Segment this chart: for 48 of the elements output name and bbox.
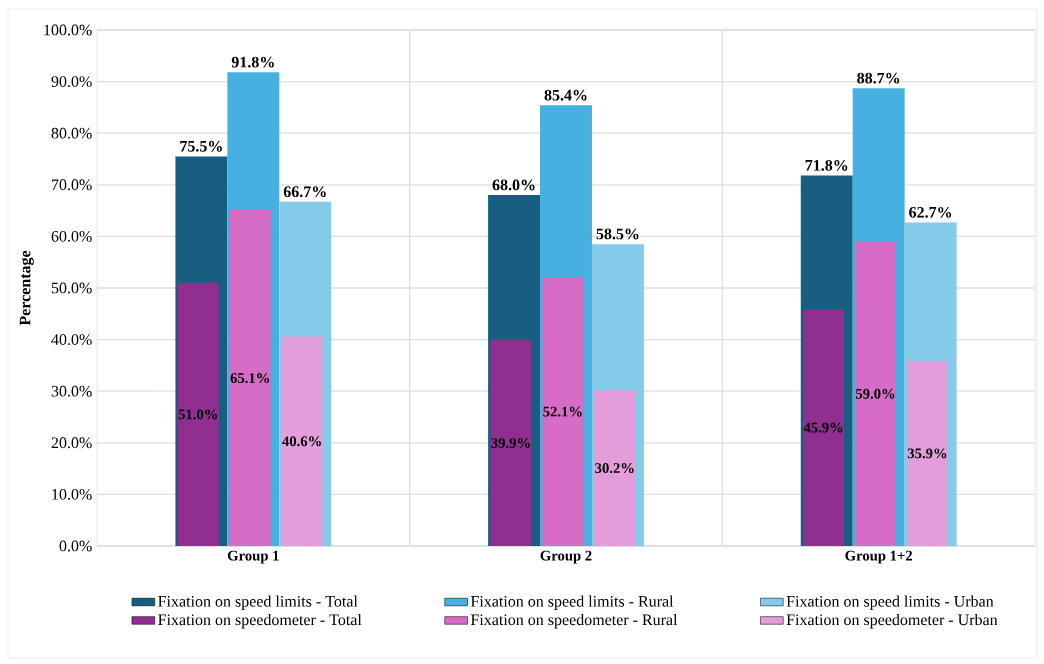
data-label: 65.1% bbox=[230, 373, 269, 384]
data-label: 91.8% bbox=[231, 56, 274, 68]
data-label: 68.0% bbox=[492, 179, 535, 191]
bar bbox=[177, 282, 219, 546]
bar bbox=[803, 309, 845, 546]
bar bbox=[594, 390, 636, 546]
legend-label: Fixation on speed limits - Rural bbox=[470, 595, 674, 610]
bar bbox=[907, 360, 948, 546]
data-label: 66.7% bbox=[283, 186, 326, 198]
data-label: 45.9% bbox=[803, 422, 843, 433]
data-label: 30.2% bbox=[595, 463, 634, 474]
y-tick-label: 90.0% bbox=[51, 76, 92, 88]
y-tick-label: 10.0% bbox=[52, 488, 92, 500]
data-label: 40.6% bbox=[282, 436, 321, 447]
data-label: 88.7% bbox=[857, 72, 900, 84]
bar bbox=[855, 241, 897, 546]
legend-label: Fixation on speedometer - Total bbox=[158, 613, 362, 629]
x-tick-label: Group 1+2 bbox=[845, 550, 913, 564]
data-label: 39.9% bbox=[491, 438, 530, 449]
data-label: 51.0% bbox=[178, 409, 218, 420]
y-tick-label: 20.0% bbox=[51, 437, 92, 449]
data-label: 85.4% bbox=[544, 89, 587, 101]
y-tick-label: 0.0% bbox=[59, 540, 92, 552]
y-tick-label: 80.0% bbox=[51, 127, 92, 139]
y-tick-label: 30.0% bbox=[51, 385, 92, 397]
y-tick-label: 100.0% bbox=[44, 24, 92, 36]
x-tick-label: Group 1 bbox=[227, 550, 279, 564]
data-label: 59.0% bbox=[855, 388, 895, 399]
bar bbox=[281, 336, 323, 546]
x-tick-label: Group 2 bbox=[540, 550, 592, 564]
data-label: 62.7% bbox=[909, 206, 952, 218]
bar bbox=[542, 277, 584, 546]
data-label: 35.9% bbox=[907, 448, 947, 459]
y-tick-label: 50.0% bbox=[51, 282, 92, 294]
legend-label: Fixation on speed limits - Total bbox=[158, 595, 358, 610]
bar bbox=[229, 210, 271, 546]
legend-label: Fixation on speedometer - Rural bbox=[470, 613, 678, 629]
y-tick-label: 70.0% bbox=[52, 179, 92, 191]
data-label: 75.5% bbox=[180, 140, 222, 152]
legend-label: Fixation on speedometer - Urban bbox=[786, 613, 998, 629]
data-label: 52.1% bbox=[543, 406, 582, 417]
data-label: 58.5% bbox=[596, 228, 639, 240]
legend-label: Fixation on speed limits - Urban bbox=[786, 595, 994, 610]
bar bbox=[490, 340, 532, 546]
y-tick-label: 40.0% bbox=[51, 334, 92, 346]
data-label: 71.8% bbox=[805, 159, 848, 171]
y-tick-label: 60.0% bbox=[51, 230, 92, 242]
y-axis-title: Percentage bbox=[19, 250, 34, 326]
